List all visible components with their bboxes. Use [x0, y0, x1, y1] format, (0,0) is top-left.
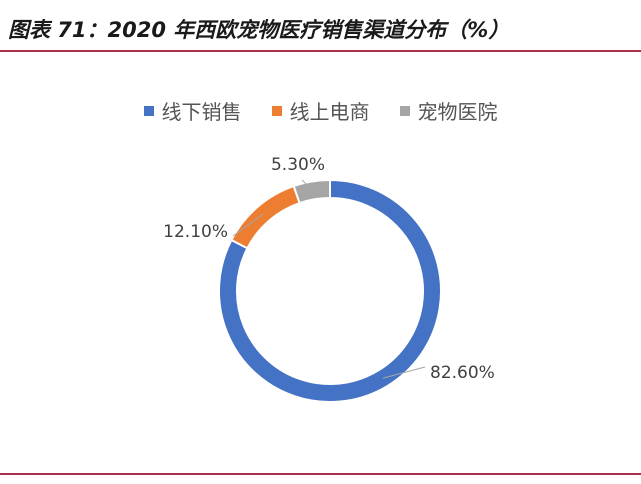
- bottom-divider: [0, 473, 641, 475]
- leader-line-vet: [301, 179, 314, 191]
- legend-item-online: 线上电商: [271, 96, 370, 125]
- legend-item-vet: 宠物医院: [399, 96, 498, 125]
- title-divider: [0, 50, 641, 52]
- legend-label-offline: 线下销售: [161, 100, 242, 124]
- legend-swatch-online: [271, 105, 282, 116]
- legend-item-offline: 线下销售: [143, 96, 242, 125]
- leader-line-offline: [382, 366, 426, 379]
- legend-label-online: 线上电商: [289, 100, 370, 124]
- donut-slice-offline: [218, 178, 442, 403]
- legend-swatch-vet: [399, 105, 410, 116]
- legend-swatch-offline: [143, 105, 154, 116]
- chart-legend: 线下销售 线上电商 宠物医院: [0, 96, 641, 125]
- donut-slice-online: [230, 184, 301, 250]
- data-label-offline: 82.60%: [430, 363, 495, 383]
- chart-title: 图表 71：2020 年西欧宠物医疗销售渠道分布（%）: [8, 18, 510, 42]
- donut-slice-vet: [292, 178, 331, 205]
- leader-line-online: [232, 213, 264, 237]
- data-label-vet: 5.30%: [271, 155, 325, 175]
- data-label-online: 12.10%: [163, 222, 228, 242]
- legend-label-vet: 宠物医院: [417, 100, 498, 124]
